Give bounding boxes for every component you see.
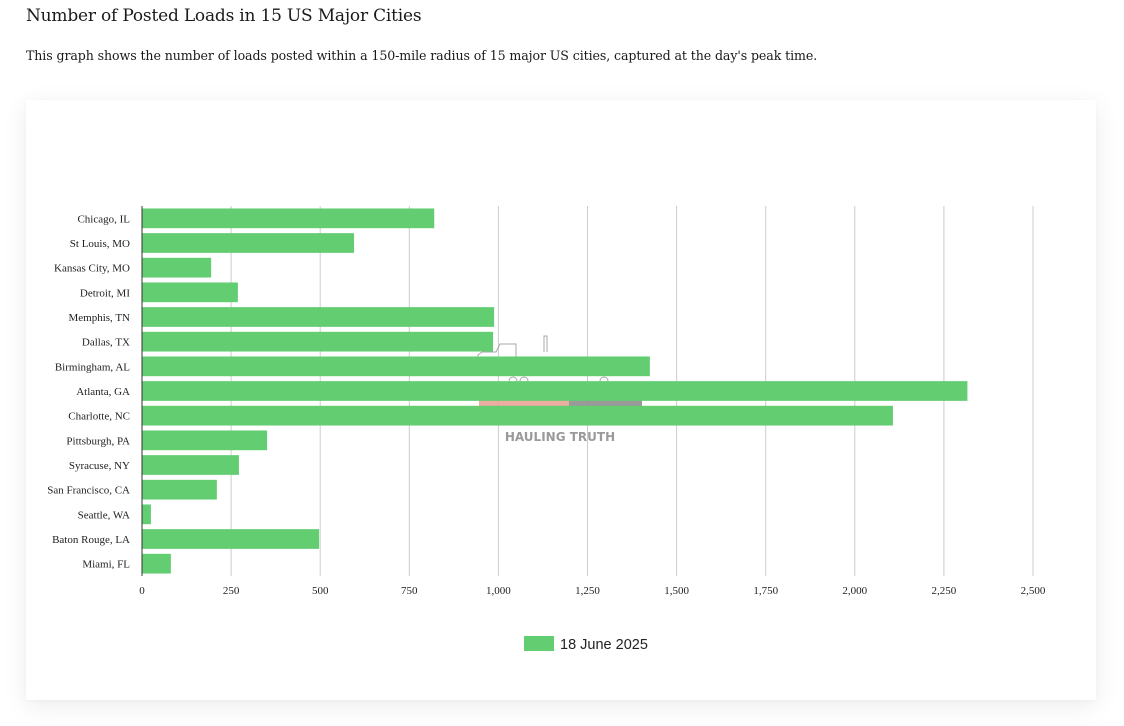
x-tick-label: 1,750 [753, 585, 778, 597]
category-label: Seattle, WA [78, 509, 130, 521]
x-tick-label: 750 [401, 585, 418, 597]
category-label: Memphis, TN [68, 312, 130, 324]
bar-seattle-wa[interactable] [142, 504, 151, 525]
x-tick-label: 500 [312, 585, 329, 597]
category-label: Kansas City, MO [54, 263, 130, 275]
bar-st-louis-mo[interactable] [142, 233, 355, 253]
bar-birmingham-al[interactable] [142, 356, 650, 377]
bar-chart: HAULING TRUTH Chicago, IL St Louis, MO Kan… [47, 206, 1046, 653]
category-label: Baton Rouge, LA [52, 534, 130, 546]
bar-charlotte-nc[interactable] [142, 405, 893, 426]
watermark-text: HAULING TRUTH [505, 430, 615, 444]
bar-san-francisco-ca[interactable] [142, 479, 217, 500]
watermark-stripe-red [479, 400, 569, 406]
x-tick-label: 1,250 [575, 585, 600, 597]
page-description: This graph shows the number of loads pos… [26, 48, 818, 63]
watermark-stripe-gray [569, 400, 642, 406]
page-title: Number of Posted Loads in 15 US Major Ci… [26, 6, 422, 26]
bar-miami-fl[interactable] [142, 553, 171, 574]
category-label: Detroit, MI [80, 287, 130, 299]
x-tick-label: 250 [223, 585, 240, 597]
category-label: Birmingham, AL [55, 361, 130, 373]
bar-baton-rouge-la[interactable] [142, 529, 320, 549]
bars [142, 208, 968, 574]
category-label: Syracuse, NY [69, 460, 130, 472]
x-tick-label: 2,000 [842, 585, 867, 597]
category-label: Chicago, IL [77, 213, 130, 225]
category-label: St Louis, MO [70, 238, 130, 250]
x-tick-label: 1,000 [486, 585, 511, 597]
bar-detroit-mi[interactable] [142, 282, 238, 303]
category-label: San Francisco, CA [47, 485, 130, 497]
category-labels: Chicago, IL St Louis, MO Kansas City, MO De… [47, 213, 130, 570]
bar-syracuse-ny[interactable] [142, 455, 239, 475]
bar-pittsburgh-pa[interactable] [142, 430, 268, 451]
legend-swatch [524, 636, 554, 651]
x-axis-tick-labels: 0 250 500 750 1,000 1,250 1,500 1,750 2,000 2,250… [139, 585, 1046, 597]
legend[interactable]: 18 June 2025 [524, 636, 648, 653]
x-tick-label: 2,250 [932, 585, 957, 597]
bar-dallas-tx[interactable] [142, 331, 494, 352]
legend-label: 18 June 2025 [560, 637, 648, 653]
category-label: Charlotte, NC [68, 411, 130, 423]
x-tick-label: 0 [139, 585, 145, 597]
category-label: Atlanta, GA [76, 386, 130, 398]
x-tick-label: 2,500 [1021, 585, 1046, 597]
x-tick-label: 1,500 [664, 585, 689, 597]
category-label: Dallas, TX [82, 337, 130, 349]
category-label: Miami, FL [82, 559, 130, 571]
chart-card: HAULING TRUTH Chicago, IL St Louis, MO Kan… [26, 100, 1096, 700]
category-label: Pittsburgh, PA [66, 435, 130, 447]
bar-chicago-il[interactable] [142, 208, 435, 229]
bar-memphis-tn[interactable] [142, 307, 495, 327]
bar-atlanta-ga[interactable] [142, 381, 968, 401]
bar-kansas-city-mo[interactable] [142, 257, 212, 278]
